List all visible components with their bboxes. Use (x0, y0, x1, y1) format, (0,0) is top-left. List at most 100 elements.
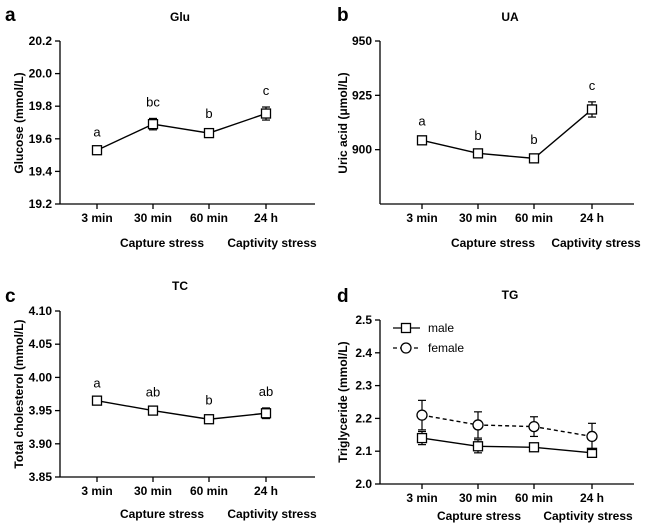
y-axis-label: Glucose (mmol/L) (12, 72, 26, 173)
x-tick-label: 24 h (580, 211, 604, 225)
group-label: Capture stress (120, 236, 204, 250)
y-tick-label: 20.2 (29, 34, 53, 48)
data-point (586, 104, 598, 115)
panel-letter: c (5, 286, 16, 307)
y-tick-label: 900 (352, 143, 372, 157)
y-tick-label: 19.6 (29, 132, 53, 146)
y-tick-label: 2.4 (355, 346, 372, 360)
data-point (528, 153, 540, 164)
series-line (421, 437, 593, 454)
y-tick-label: 3.85 (29, 470, 53, 484)
data-point (416, 135, 428, 146)
y-tick-label: 2.5 (355, 313, 372, 327)
x-tick-label: 3 min (406, 211, 437, 225)
series-female (416, 399, 598, 451)
data-point (203, 127, 215, 139)
panel-letter: b (337, 5, 349, 26)
data-point (260, 108, 272, 119)
y-tick-label: 20.0 (29, 67, 53, 81)
significance-letter: ab (259, 384, 273, 399)
x-tick-label: 3 min (81, 211, 112, 225)
legend-marker (400, 322, 412, 334)
x-tick-label: 30 min (134, 484, 172, 498)
data-point (91, 145, 103, 156)
chart-panel-b: b UA 900 925 950 3 min 30 min 60 min 24 h Capture… (336, 5, 641, 250)
legend-label: female (428, 341, 464, 355)
data-point (147, 405, 159, 416)
y-tick-label: 2.2 (355, 411, 372, 425)
y-tick-label: 950 (352, 34, 372, 48)
chart-panel-d: d TG 2.0 2.1 2.2 2.3 2.4 2.5 3 min 30 min 60 min 24… (336, 286, 634, 523)
y-axis-label: Total cholesterol (mmol/L) (12, 319, 26, 468)
series-0 (91, 395, 272, 425)
series-line (96, 112, 267, 151)
chart-panel-c: c TC 3.85 3.90 3.95 4.00 4.05 4.10 3 min 30 min 60… (5, 279, 317, 521)
significance-letter: c (263, 83, 270, 98)
chart-title: UA (501, 10, 519, 24)
x-tick-label: 60 min (515, 491, 553, 505)
significance-letter: b (530, 132, 537, 147)
data-point (416, 432, 428, 444)
group-label: Capture stress (120, 507, 204, 521)
significance-letter: ab (146, 385, 160, 400)
y-tick-label: 3.95 (29, 404, 53, 418)
significance-letter: a (93, 375, 101, 390)
group-label: Captivity stress (227, 236, 317, 250)
panel-letter: a (5, 5, 16, 26)
series-line (421, 108, 593, 160)
x-tick-label: 60 min (515, 211, 553, 225)
legend-label: male (428, 321, 454, 335)
y-tick-label: 2.0 (355, 477, 372, 491)
y-tick-label: 2.3 (355, 379, 372, 393)
x-tick-label: 60 min (190, 484, 228, 498)
series-0 (91, 106, 272, 156)
significance-letter: a (93, 125, 101, 140)
y-axis-label: Uric acid (μmol/L) (336, 72, 350, 173)
panel-letter: d (337, 286, 349, 307)
y-tick-label: 19.2 (29, 197, 53, 211)
x-tick-label: 24 h (254, 211, 278, 225)
x-tick-label: 24 h (254, 484, 278, 498)
y-tick-label: 3.90 (29, 437, 53, 451)
x-tick-label: 3 min (406, 491, 437, 505)
data-point (91, 395, 103, 406)
significance-letter: bc (146, 94, 160, 109)
y-tick-label: 925 (352, 88, 372, 102)
group-label: Captivity stress (543, 509, 633, 523)
data-point (472, 419, 484, 431)
series-0 (416, 101, 598, 164)
x-tick-label: 30 min (134, 211, 172, 225)
data-point (416, 409, 428, 421)
y-tick-label: 19.4 (29, 164, 53, 178)
x-tick-label: 30 min (459, 491, 497, 505)
significance-letter: b (205, 106, 212, 121)
data-point (586, 430, 598, 443)
significance-letter: b (205, 393, 212, 408)
x-tick-label: 3 min (81, 484, 112, 498)
significance-letter: a (418, 113, 426, 128)
significance-letter: c (589, 78, 596, 93)
y-tick-label: 2.1 (355, 444, 372, 458)
data-point (203, 414, 215, 425)
y-tick-label: 4.00 (29, 370, 53, 384)
y-tick-label: 4.05 (29, 337, 53, 351)
group-label: Capture stress (451, 236, 535, 250)
series-line (96, 399, 267, 420)
x-tick-label: 30 min (459, 211, 497, 225)
data-point (528, 420, 540, 433)
group-label: Captivity stress (551, 236, 641, 250)
legend: male female (393, 321, 464, 355)
data-point (472, 148, 484, 159)
y-tick-label: 19.8 (29, 99, 53, 113)
group-label: Capture stress (437, 509, 521, 523)
x-tick-label: 60 min (190, 211, 228, 225)
chart-title: TG (502, 288, 519, 302)
group-label: Captivity stress (227, 507, 317, 521)
chart-title: TC (172, 279, 188, 293)
chart-panel-a: a Glu 19.2 19.4 19.6 19.8 20.0 20.2 3 min 30 min 6… (5, 5, 317, 250)
chart-title: Glu (170, 10, 190, 24)
data-point (260, 408, 272, 419)
data-point (472, 441, 484, 452)
y-axis-label: Triglyceride (mmol/L) (336, 341, 350, 462)
